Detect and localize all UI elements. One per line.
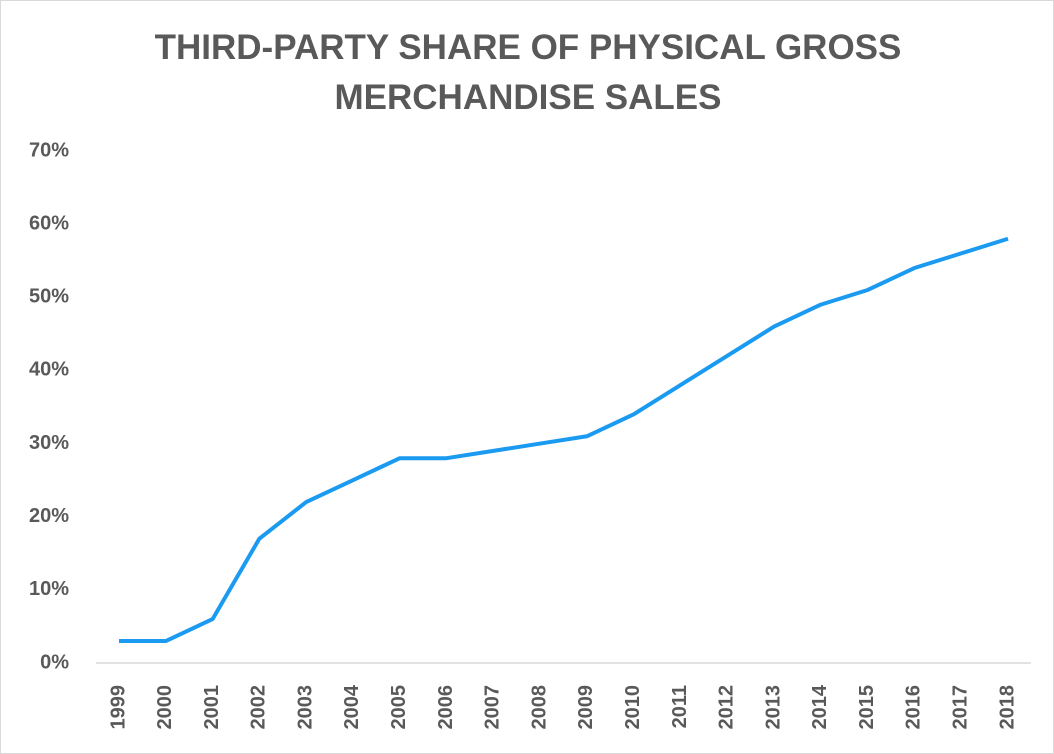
x-tick-label: 2016 bbox=[903, 685, 925, 730]
y-tick-label: 0% bbox=[40, 651, 69, 673]
x-tick-label: 2005 bbox=[388, 685, 410, 730]
x-tick-label: 2001 bbox=[201, 685, 223, 730]
y-tick-label: 10% bbox=[29, 578, 69, 600]
y-tick-label: 70% bbox=[29, 139, 69, 161]
y-tick-label: 30% bbox=[29, 432, 69, 454]
x-tick-label: 2010 bbox=[622, 685, 644, 730]
chart-title: THIRD-PARTY SHARE OF PHYSICAL GROSS MERC… bbox=[154, 28, 902, 117]
x-tick-label: 2007 bbox=[482, 685, 504, 730]
x-tick-label: 2002 bbox=[248, 685, 270, 730]
y-tick-label: 20% bbox=[29, 505, 69, 527]
x-tick-label: 2018 bbox=[996, 685, 1018, 730]
x-tick-label: 2013 bbox=[762, 685, 784, 730]
x-tick-label: 2014 bbox=[809, 684, 831, 729]
x-tick-label: 1999 bbox=[107, 685, 129, 730]
x-tick-label: 2004 bbox=[341, 684, 363, 729]
data-line bbox=[119, 236, 1009, 644]
x-tick-label: 2009 bbox=[575, 685, 597, 730]
x-tick-label: 2012 bbox=[716, 685, 738, 730]
y-tick-label: 40% bbox=[29, 359, 69, 381]
x-tick-label: 2000 bbox=[154, 685, 176, 730]
x-tick-label: 2015 bbox=[856, 685, 878, 730]
x-tick-label: 2008 bbox=[528, 685, 550, 730]
y-tick-label: 60% bbox=[29, 212, 69, 234]
x-tick-label: 2006 bbox=[435, 685, 457, 730]
x-tick-label: 2011 bbox=[669, 685, 691, 728]
x-tick-label: 2003 bbox=[294, 685, 316, 730]
x-tick-label: 2017 bbox=[949, 685, 971, 730]
y-tick-label: 50% bbox=[29, 286, 69, 308]
